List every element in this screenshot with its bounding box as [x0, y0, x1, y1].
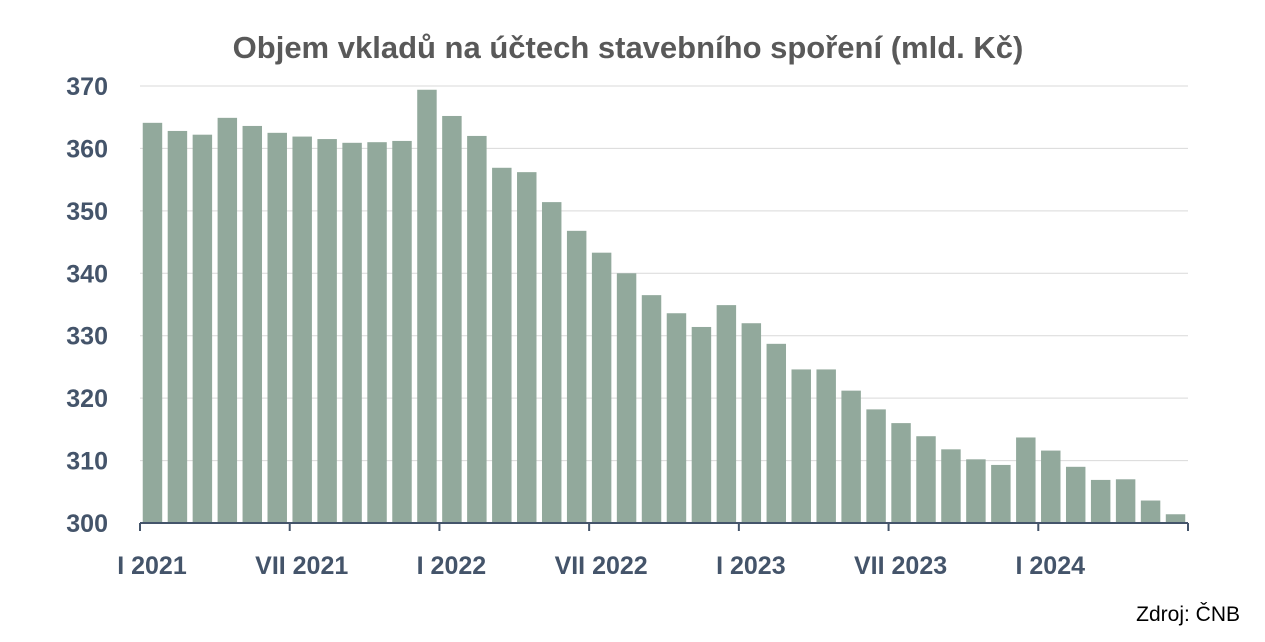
x-tick-label: VII 2023: [854, 552, 947, 580]
bar: [467, 135, 487, 523]
bar: [417, 89, 437, 523]
bar: [591, 252, 612, 523]
bar: [292, 136, 312, 523]
x-tick-label: I 2024: [1016, 552, 1086, 580]
y-axis-ticks: 300 310 320 330 340 350 360 370: [66, 73, 108, 538]
bar: [891, 423, 911, 523]
bar: [342, 142, 362, 523]
bar: [517, 172, 537, 523]
x-tick-label: I 2023: [716, 552, 786, 580]
bar: [217, 117, 238, 523]
y-tick-label: 370: [66, 73, 108, 101]
bars: [142, 89, 1186, 523]
bar: [991, 464, 1011, 523]
bar: [1016, 437, 1036, 523]
x-tick-label: I 2021: [117, 552, 187, 580]
y-tick-label: 300: [66, 510, 108, 538]
bar: [816, 369, 836, 523]
bar: [1090, 479, 1111, 523]
bar: [317, 139, 337, 523]
y-tick-label: 330: [66, 323, 108, 351]
bar: [666, 313, 687, 523]
bar: [941, 449, 961, 523]
bar: [641, 295, 662, 523]
bar: [1140, 500, 1161, 523]
bar: [492, 167, 512, 523]
bar: [791, 369, 811, 523]
bar: [1165, 514, 1186, 523]
bar: [541, 202, 562, 523]
bar: [966, 459, 986, 523]
bar: [741, 323, 762, 523]
bar: [242, 125, 263, 523]
bar: [1041, 450, 1061, 523]
bar: [616, 273, 637, 523]
x-tick-label: VII 2021: [255, 552, 348, 580]
x-axis: I 2021 VII 2021 I 2022 VII 2022 I 2023 VII 20…: [117, 522, 1189, 580]
bar: [367, 142, 387, 523]
bar: [442, 115, 462, 523]
y-tick-label: 310: [66, 448, 108, 476]
y-tick-label: 350: [66, 198, 108, 226]
bar: [192, 134, 213, 523]
bar: [691, 326, 712, 523]
bar: [766, 343, 787, 523]
y-tick-label: 320: [66, 385, 108, 413]
y-tick-label: 360: [66, 135, 108, 163]
bar: [866, 409, 886, 523]
bar: [392, 140, 412, 523]
x-tick-label: VII 2022: [555, 552, 648, 580]
bar: [142, 122, 163, 523]
bar: [167, 130, 188, 523]
bar: [1065, 466, 1086, 523]
bar: [716, 305, 737, 523]
y-tick-label: 340: [66, 260, 108, 288]
chart-title: Objem vkladů na účtech stavebního spořen…: [233, 30, 1024, 65]
bar: [916, 436, 936, 523]
bar: [1115, 479, 1136, 523]
gridlines: [140, 85, 1188, 462]
source-note: Zdroj: ČNB: [1136, 603, 1240, 626]
bar: [841, 390, 861, 523]
bar: [267, 132, 287, 523]
bar: [566, 230, 587, 523]
x-tick-label: I 2022: [417, 552, 487, 580]
